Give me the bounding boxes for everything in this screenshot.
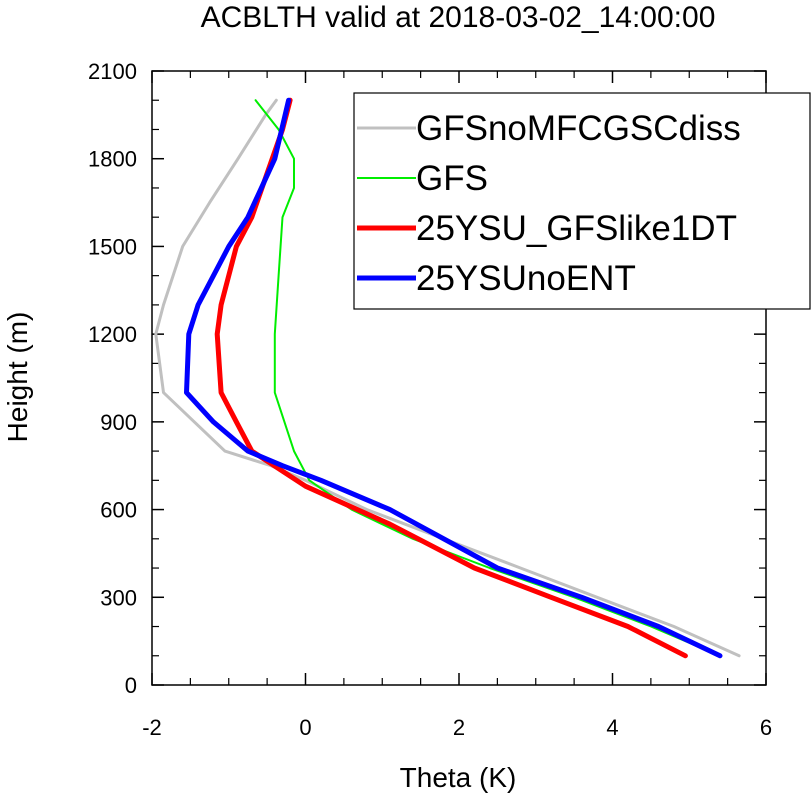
y-tick-label: 900 bbox=[100, 410, 137, 435]
x-tick-label: 6 bbox=[760, 715, 772, 740]
y-tick-label: 2100 bbox=[88, 59, 137, 84]
series-line-2 bbox=[254, 99, 721, 657]
x-axis-title: Theta (K) bbox=[400, 762, 517, 793]
y-tick-label: 600 bbox=[100, 498, 137, 523]
y-tick-label: 300 bbox=[100, 585, 137, 610]
legend: GFSnoMFCGSCdiss GFS 25YSU_GFSlike1DT 25YSUn… bbox=[353, 92, 811, 310]
y-tick-label: 1500 bbox=[88, 234, 137, 259]
legend-label: GFS bbox=[416, 159, 488, 198]
x-tick-label: 2 bbox=[453, 715, 465, 740]
legend-label: 25YSUnoENT bbox=[416, 259, 636, 298]
legend-box bbox=[353, 92, 811, 310]
y-tick-label: 0 bbox=[125, 673, 137, 698]
legend-label: 25YSU_GFSlike1DT bbox=[416, 209, 737, 248]
series-line-1 bbox=[154, 98, 741, 658]
x-tick-label: -2 bbox=[142, 715, 162, 740]
x-tick-label: 0 bbox=[299, 715, 311, 740]
y-axis-title: Height (m) bbox=[2, 312, 33, 443]
chart-title: ACBLTH valid at 2018-03-02_14:00:00 bbox=[201, 1, 716, 34]
x-tick-label: 4 bbox=[606, 715, 618, 740]
y-tick-label: 1200 bbox=[88, 322, 137, 347]
series-line-4 bbox=[184, 97, 723, 659]
legend-label: GFSnoMFCGSCdiss bbox=[416, 109, 741, 148]
y-tick-label: 1800 bbox=[88, 147, 137, 172]
series-layer bbox=[154, 97, 741, 659]
